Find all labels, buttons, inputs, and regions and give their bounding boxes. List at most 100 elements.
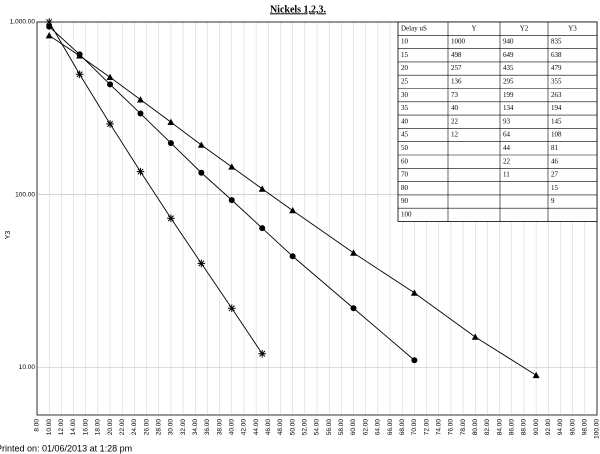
triangle-shape <box>410 289 418 296</box>
table-cell: 44 <box>503 144 511 152</box>
x-tick-label: 66.00 <box>387 419 394 436</box>
table-cell: 40 <box>451 104 459 112</box>
x-tick-label: 78.00 <box>460 419 467 436</box>
table-cell: 15 <box>401 51 409 59</box>
table-cell: 22 <box>451 117 459 125</box>
point <box>350 305 357 312</box>
table-cell: 100 <box>401 210 412 218</box>
table-cell: 50 <box>401 144 409 152</box>
triangle-shape <box>289 206 297 214</box>
x-tick-label: 8.00 <box>34 419 41 432</box>
triangle-shape <box>350 249 358 256</box>
y-tick-label: 100.00 <box>15 191 35 198</box>
point <box>258 349 267 358</box>
x-tick-label: 62.00 <box>362 419 369 436</box>
x-tick-label: 94.00 <box>557 419 564 436</box>
circle-shape <box>350 305 357 312</box>
table-cell: 435 <box>503 64 514 72</box>
table-cell: 10 <box>401 38 409 46</box>
x-tick-label: 52.00 <box>302 419 309 436</box>
x-tick-label: 46.00 <box>265 419 272 436</box>
table-cell: 108 <box>551 131 562 139</box>
table-header: Y2 <box>520 24 529 32</box>
table-cell: 93 <box>503 117 511 125</box>
table-cell: 940 <box>503 38 514 46</box>
point <box>258 185 266 192</box>
table-cell: 81 <box>551 144 559 152</box>
point <box>411 357 418 364</box>
star-stroke <box>107 120 114 127</box>
x-tick-label: 68.00 <box>399 419 406 436</box>
x-tick-label: 96.00 <box>569 419 576 436</box>
x-tick-label: 56.00 <box>326 419 333 436</box>
x-tick-label: 44.00 <box>253 419 260 436</box>
table-header: Delay uS <box>401 24 427 32</box>
x-tick-label: 50.00 <box>289 419 296 436</box>
x-tick-label: 98.00 <box>582 419 589 436</box>
series-line <box>48 21 263 354</box>
x-tick-label: 48.00 <box>277 419 284 436</box>
x-tick-label: 64.00 <box>375 419 382 436</box>
table-cell: 649 <box>503 51 514 59</box>
y-axis-label: Y3 <box>5 231 12 240</box>
table-cell: 295 <box>503 77 514 85</box>
triangle-shape <box>258 185 266 192</box>
circle-shape <box>198 169 205 176</box>
point <box>471 333 479 340</box>
circle-shape <box>289 253 296 260</box>
x-tick-label: 18.00 <box>95 419 102 436</box>
point <box>46 23 53 30</box>
x-tick-label: 82.00 <box>484 419 491 436</box>
point <box>106 73 114 81</box>
circle-shape <box>137 110 144 117</box>
circle-shape <box>46 23 53 30</box>
star-stroke <box>167 215 174 222</box>
x-tick-label: 38.00 <box>216 419 223 436</box>
x-tick-label: 36.00 <box>204 419 211 436</box>
x-tick-label: 14.00 <box>70 419 77 436</box>
star-stroke <box>228 305 235 312</box>
table-cell: 45 <box>401 131 409 139</box>
x-tick-label: 32.00 <box>180 419 187 436</box>
star-stroke <box>46 18 53 26</box>
x-tick-label: 10.00 <box>46 419 53 436</box>
triangle-shape <box>532 371 540 379</box>
footer: Printed on: 01/06/2013 at 1:28 pm <box>0 443 132 453</box>
star-stroke <box>259 350 266 357</box>
point <box>289 206 297 214</box>
point <box>197 141 205 148</box>
table-cell: 80 <box>401 184 409 192</box>
x-tick-label: 20.00 <box>107 419 114 436</box>
y-tick-label: 10.00 <box>19 364 36 371</box>
triangle-shape <box>136 96 144 103</box>
table-cell: 257 <box>451 64 462 72</box>
x-tick-label: 60.00 <box>350 419 357 436</box>
table-cell: 355 <box>551 77 562 85</box>
point <box>198 169 205 176</box>
point <box>289 253 296 260</box>
point <box>350 249 358 256</box>
star-stroke <box>198 260 205 267</box>
x-tick-label: 76.00 <box>448 419 455 436</box>
triangle-shape <box>167 118 175 125</box>
x-tick-label: 92.00 <box>545 419 552 436</box>
point <box>106 120 114 128</box>
star-stroke <box>137 168 144 175</box>
circle-shape <box>411 357 418 364</box>
table-cell: 25 <box>401 77 409 85</box>
x-tick-label: 72.00 <box>423 419 430 436</box>
triangle-shape <box>471 333 479 340</box>
circle-shape <box>167 140 174 147</box>
table-cell: 145 <box>551 117 562 125</box>
table-header: Y <box>471 24 476 32</box>
table-cell: 35 <box>401 104 409 112</box>
point <box>167 140 174 147</box>
table-cell: 263 <box>551 91 562 99</box>
point <box>107 81 114 88</box>
point <box>45 32 53 39</box>
circle-shape <box>107 81 114 88</box>
x-tick-label: 58.00 <box>338 419 345 436</box>
point <box>75 70 84 79</box>
triangle-shape <box>76 52 84 59</box>
